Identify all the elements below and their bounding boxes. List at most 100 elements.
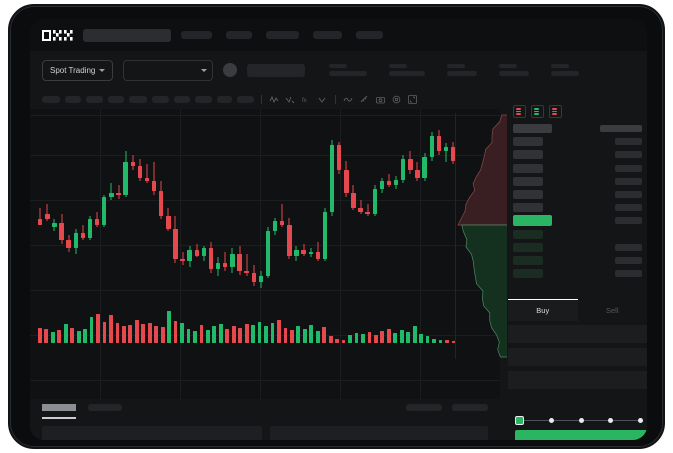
stepper-dot-1[interactable]	[515, 416, 524, 425]
tab-sell[interactable]: Sell	[577, 299, 647, 321]
orderbook-ask-row[interactable]	[513, 163, 642, 173]
candle-body	[87, 219, 93, 239]
market-toolbar: Spot Trading	[30, 51, 647, 89]
orderbook-bids-icon[interactable]	[531, 105, 544, 118]
volume-bar	[380, 330, 385, 343]
chart-interval-5[interactable]	[129, 95, 147, 103]
trading-pair-select[interactable]	[123, 59, 214, 81]
order-price-field[interactable]	[508, 325, 647, 343]
candlestick	[116, 113, 121, 303]
volume-bar	[96, 314, 100, 343]
orders-action-1[interactable]	[406, 404, 442, 411]
orderbook-bid-row[interactable]	[513, 242, 642, 252]
orderbook-both-icon[interactable]	[513, 105, 526, 118]
stepper-dot-2[interactable]	[548, 418, 554, 423]
candlestick	[223, 113, 228, 303]
orderbook-ask-row[interactable]	[513, 124, 642, 133]
candle-body	[159, 190, 164, 216]
candlestick	[194, 113, 200, 303]
candlestick	[123, 113, 128, 303]
market-type-dropdown[interactable]: Spot Trading	[42, 59, 114, 81]
orderbook-mode-bar	[552, 110, 557, 113]
nav-item-5[interactable]	[356, 31, 383, 39]
orderbook-bid-row[interactable]	[513, 229, 642, 239]
indicator-compare-icon[interactable]	[285, 94, 296, 105]
candlestick	[38, 113, 43, 303]
orders-card-2[interactable]	[270, 426, 488, 440]
indicator-fx-icon[interactable]: fx	[301, 94, 312, 105]
gridline-vertical	[420, 109, 421, 399]
price-chart-panel[interactable]	[30, 109, 500, 399]
search-input[interactable]	[83, 28, 171, 42]
orderbook-ask-row[interactable]	[513, 189, 642, 199]
stepper-dot-3[interactable]	[578, 418, 584, 423]
orderbook-price-bar	[615, 270, 642, 278]
chart-interval-4[interactable]	[108, 95, 124, 103]
orders-tab-1[interactable]	[42, 404, 76, 411]
orderbook-spread-row[interactable]	[513, 215, 642, 227]
candlestick	[393, 113, 399, 303]
candlestick	[244, 113, 249, 303]
orderbook-bid-row[interactable]	[513, 255, 642, 265]
nav-item-4[interactable]	[313, 31, 342, 39]
candle-wick	[367, 204, 369, 216]
nav-item-1[interactable]	[181, 31, 212, 39]
candlestick	[301, 113, 306, 303]
ruler-icon[interactable]	[359, 94, 370, 105]
chart-interval-3[interactable]	[86, 95, 103, 103]
candlestick	[386, 113, 392, 303]
orderbook-asks-icon[interactable]	[549, 105, 562, 118]
settings-gear-icon[interactable]	[391, 94, 402, 105]
chart-interval-2[interactable]	[65, 95, 81, 103]
order-amount-field[interactable]	[508, 348, 647, 366]
volume-bar	[102, 322, 107, 343]
pair-avatar	[223, 63, 238, 77]
chart-interval-8[interactable]	[195, 95, 212, 103]
candlestick	[287, 113, 292, 303]
progress-stepper[interactable]	[515, 416, 643, 425]
nav-item-3[interactable]	[266, 31, 299, 39]
volume-bar	[386, 328, 391, 343]
camera-icon[interactable]	[375, 94, 386, 105]
okx-logo[interactable]	[42, 29, 73, 41]
orderbook-bid-row[interactable]	[513, 269, 642, 279]
orders-tab-2[interactable]	[88, 404, 122, 411]
candle-body	[151, 181, 157, 191]
candlestick	[187, 113, 192, 303]
line-style-icon[interactable]	[343, 94, 354, 105]
indicator-wave-icon[interactable]	[269, 94, 280, 105]
candle-wick	[46, 204, 48, 222]
primary-cta-button[interactable]	[515, 430, 647, 440]
orderbook-mode-bar	[552, 113, 557, 115]
svg-text:fx: fx	[302, 98, 307, 104]
candlestick	[372, 113, 377, 303]
chart-interval-1[interactable]	[42, 95, 60, 103]
orderbook-ask-row[interactable]	[513, 203, 642, 213]
chart-interval-7[interactable]	[174, 95, 190, 103]
candle-body	[386, 181, 392, 186]
orders-card-1[interactable]	[42, 426, 262, 440]
tab-buy[interactable]: Buy	[508, 299, 578, 321]
chart-interval-6[interactable]	[152, 95, 169, 103]
chart-interval-10[interactable]	[237, 95, 254, 103]
orders-action-2[interactable]	[452, 404, 488, 411]
candle-body	[223, 263, 228, 267]
gridline-horizontal	[30, 115, 500, 116]
candle-wick	[110, 183, 112, 201]
candle-wick	[317, 242, 319, 262]
order-total-field[interactable]	[508, 371, 647, 389]
candle-body	[116, 192, 121, 195]
volume-bar	[290, 329, 294, 343]
orderbook-price-bar	[615, 256, 642, 264]
orderbook-ask-row[interactable]	[513, 137, 642, 147]
chevron-down-icon[interactable]	[317, 94, 328, 105]
chart-interval-9[interactable]	[217, 95, 232, 103]
stepper-dot-5[interactable]	[638, 418, 643, 423]
nav-item-2[interactable]	[226, 31, 252, 39]
stepper-dot-4[interactable]	[608, 418, 614, 423]
order-book-panel[interactable]	[508, 101, 647, 299]
orderbook-ask-row[interactable]	[513, 150, 642, 160]
candle-body	[329, 145, 335, 212]
orderbook-ask-row[interactable]	[513, 176, 642, 186]
fullscreen-icon[interactable]	[407, 94, 418, 105]
